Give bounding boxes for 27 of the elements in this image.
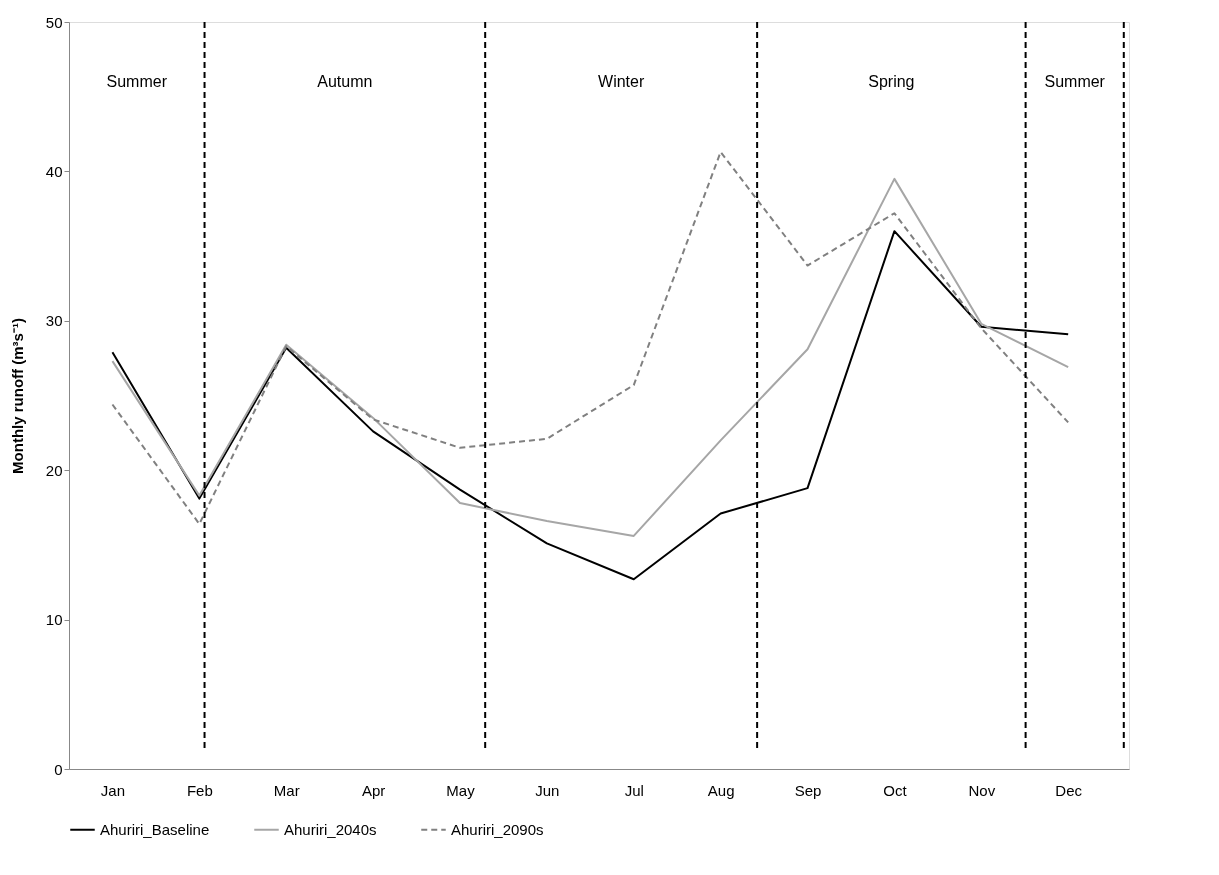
x-tick-label: Sep [794, 781, 822, 799]
x-tick-label: May [446, 781, 476, 799]
x-tick-label: Mar [273, 781, 300, 799]
x-tick-label: Apr [361, 781, 386, 799]
legend-label: Ahuriri_2040s [284, 820, 377, 838]
x-tick-label: Jul [624, 781, 644, 799]
annotation: Autumn [317, 73, 373, 90]
y-tick-label: 20 [45, 461, 63, 479]
x-tick-label: Jun [535, 781, 560, 799]
x-tick-label: Feb [186, 781, 213, 799]
y-tick-label: 40 [45, 162, 63, 180]
annotation: Winter [598, 73, 645, 90]
y-axis-title: Monthly runoff (m³s⁻¹) [8, 318, 26, 474]
legend-label: Ahuriri_Baseline [100, 820, 210, 838]
x-tick-label: Oct [883, 781, 908, 799]
legend-label: Ahuriri_2090s [451, 820, 544, 838]
x-tick-label: Aug [707, 781, 735, 799]
y-tick-label: 0 [54, 760, 63, 778]
annotation: Summer [106, 73, 168, 90]
x-tick-label: Nov [968, 781, 996, 799]
y-tick-label: 30 [45, 312, 63, 330]
annotation: Summer [1044, 73, 1106, 90]
x-tick-label: Jan [100, 781, 126, 799]
x-tick-label: Dec [1055, 781, 1083, 799]
y-tick-label: 10 [45, 611, 63, 629]
y-tick-label: 50 [45, 13, 63, 31]
annotation: Spring [868, 73, 915, 90]
